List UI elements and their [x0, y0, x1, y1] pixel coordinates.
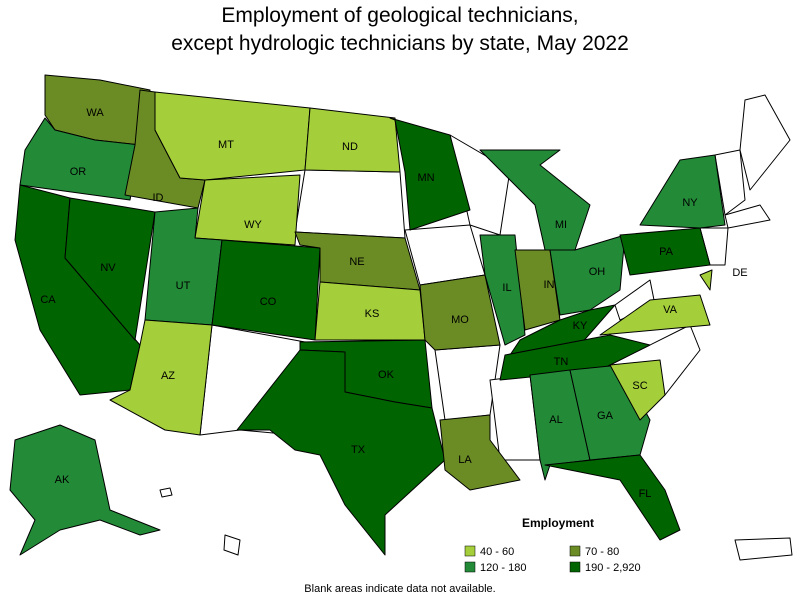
- legend: 40 - 60 70 - 80 120 - 180 190 - 2,920: [464, 545, 641, 574]
- state-label: KY: [573, 320, 588, 332]
- state-label: ND: [342, 141, 358, 153]
- state-label: TN: [554, 356, 569, 368]
- state-shape: [223, 534, 241, 556]
- state-shape: [549, 234, 626, 316]
- state-shape: [294, 169, 406, 239]
- state-shape: [479, 149, 591, 251]
- state-label: TX: [351, 444, 366, 456]
- state-label: SC: [632, 380, 647, 392]
- state-label: UT: [176, 280, 191, 292]
- state-label: MO: [451, 314, 469, 326]
- state-label: OK: [378, 369, 395, 381]
- state-shape: [304, 107, 401, 173]
- footnote: Blank areas indicate data not available.: [304, 583, 495, 595]
- state-label: VA: [663, 304, 678, 316]
- state-shape: [724, 204, 771, 229]
- title-line: Employment of geological technicians,: [221, 4, 578, 27]
- state-shape: [639, 154, 726, 229]
- state-label: GA: [597, 410, 614, 422]
- state-shape: [714, 149, 746, 216]
- state-label: IN: [544, 279, 555, 291]
- legend-label: 190 - 2,920: [585, 562, 641, 574]
- state-shape: [389, 117, 471, 231]
- state-label: FL: [639, 488, 652, 500]
- state-label: CO: [260, 296, 277, 308]
- state-shape: [699, 269, 713, 291]
- state-shape: [211, 239, 321, 341]
- legend-swatch: [464, 561, 476, 573]
- state-label: AZ: [161, 370, 175, 382]
- state-shape: [439, 414, 521, 491]
- state-label: DE: [732, 267, 747, 279]
- state-shape: [499, 334, 651, 381]
- legend-label: 70 - 80: [585, 546, 619, 558]
- legend-swatch: [569, 561, 581, 573]
- state-shape: [739, 94, 791, 191]
- state-label: LA: [458, 454, 472, 466]
- state-label: NE: [349, 256, 364, 268]
- state-shape: [194, 174, 301, 246]
- state-label: AK: [55, 474, 70, 486]
- legend-label: 120 - 180: [480, 562, 526, 574]
- state-label: NY: [682, 197, 698, 209]
- title-line: except hydrologic technicians by state, …: [171, 32, 629, 55]
- state-label: WY: [244, 219, 262, 231]
- state-label: MI: [555, 219, 567, 231]
- state-label: MT: [218, 139, 234, 151]
- legend-title: Employment: [522, 516, 594, 530]
- state-shape: [619, 227, 711, 276]
- state-shape: [64, 197, 156, 341]
- state-label: KS: [365, 308, 380, 320]
- state-shape: [236, 349, 446, 556]
- legend-label: 40 - 60: [480, 546, 514, 558]
- state-label: OH: [589, 266, 606, 278]
- state-label: NV: [100, 262, 116, 274]
- state-shape: [419, 274, 501, 351]
- state-shape: [9, 424, 161, 556]
- state-shape: [404, 224, 486, 286]
- state-shape: [154, 91, 311, 181]
- state-shape: [599, 294, 711, 336]
- state-shape: [479, 234, 526, 346]
- state-label: MN: [417, 172, 434, 184]
- state-label: CA: [40, 294, 56, 306]
- data-states: WA OR CA NV ID MT WY UT CO AZ ND NE KS OK TX MN MO LA IL MI…: [9, 74, 748, 556]
- state-label: ID: [153, 192, 164, 204]
- state-shape: [734, 537, 793, 561]
- legend-swatch: [569, 545, 581, 557]
- state-shape: [109, 319, 213, 436]
- state-label: OR: [70, 166, 87, 178]
- state-shape: [609, 359, 666, 421]
- state-label: WA: [86, 107, 104, 119]
- state-label: IL: [502, 282, 511, 294]
- state-label: AL: [549, 414, 562, 426]
- state-shape: [544, 454, 681, 541]
- state-label: PA: [659, 246, 674, 258]
- legend-swatch: [464, 545, 476, 557]
- state-shape: [159, 487, 173, 498]
